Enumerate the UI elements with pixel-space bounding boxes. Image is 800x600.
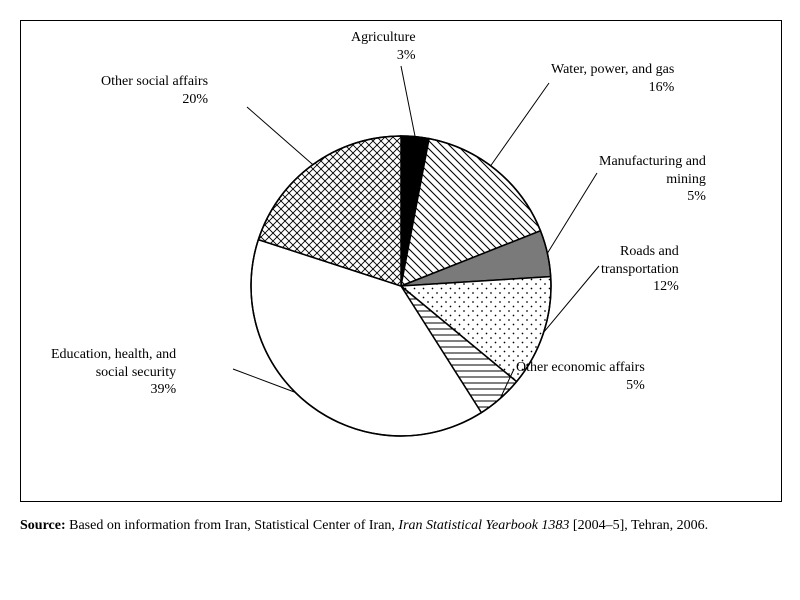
slice-label-edu_health: Education, health, andsocial security39% xyxy=(51,346,176,399)
source-italic: Iran Statistical Yearbook 1383 xyxy=(398,518,569,533)
slice-label-water_power: Water, power, and gas16% xyxy=(551,61,674,96)
leader-manufacturing xyxy=(547,173,597,253)
source-text-a: Based on information from Iran, Statisti… xyxy=(69,518,398,533)
leader-roads xyxy=(544,266,599,332)
source-prefix: Source: xyxy=(20,518,66,533)
slice-label-manufacturing: Manufacturing andmining5% xyxy=(599,153,706,206)
chart-frame: Agriculture3% Water, power, and gas16% Man… xyxy=(20,20,782,502)
source-citation: Source: Based on information from Iran, … xyxy=(20,516,780,536)
slice-label-other_econ: Other economic affairs5% xyxy=(516,359,645,394)
leader-other_social xyxy=(247,107,313,165)
leader-water_power xyxy=(491,83,549,166)
slice-label-roads: Roads andtransportation12% xyxy=(601,243,679,296)
slice-label-agriculture: Agriculture3% xyxy=(351,29,416,64)
source-text-b: [2004–5], Tehran, 2006. xyxy=(569,518,708,533)
leader-agriculture xyxy=(401,66,415,137)
slice-label-other_social: Other social affairs20% xyxy=(101,73,208,108)
